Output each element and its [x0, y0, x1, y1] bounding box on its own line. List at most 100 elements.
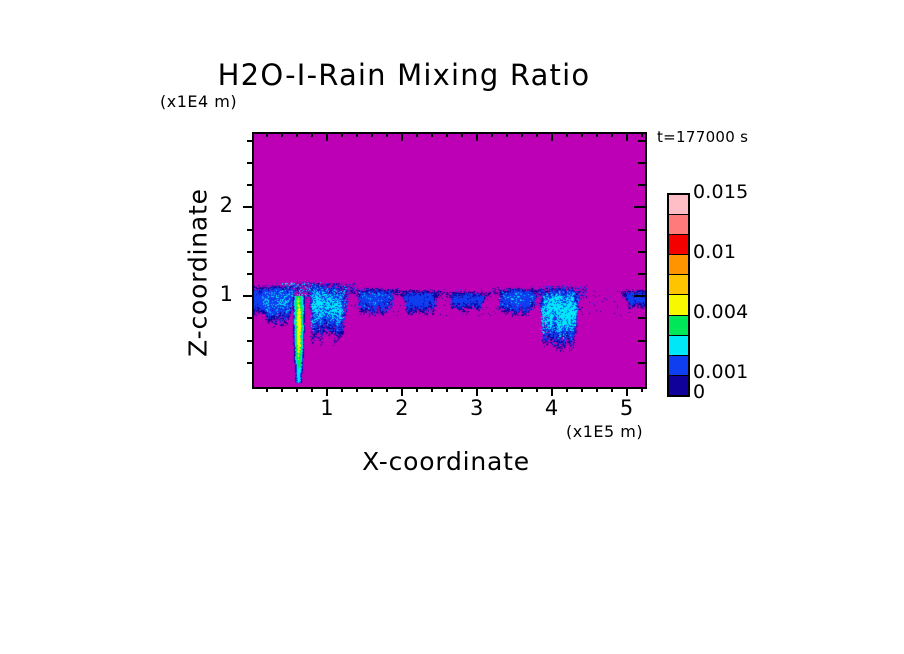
x-tick-label: 1: [320, 396, 334, 420]
x-tick-top-minor: [610, 132, 613, 137]
colorbar-label: 0: [693, 381, 706, 403]
colorbar-band-1: [669, 215, 688, 236]
x-tick-major: [400, 387, 403, 396]
y-tick-minor: [247, 162, 254, 165]
x-tick-minor: [565, 387, 568, 392]
x-tick-top-minor: [565, 132, 568, 137]
x-tick-top-minor: [535, 132, 538, 137]
x-tick-top-minor: [355, 132, 358, 137]
x-tick-top-minor: [340, 132, 343, 137]
x-tick-minor: [415, 387, 418, 392]
colorbar-band-2: [669, 235, 688, 256]
colorbar-label: 0.004: [693, 301, 749, 323]
x-tick-top-minor: [520, 132, 523, 137]
y-tick-right-major: [634, 206, 645, 209]
x-tick-top-minor: [490, 132, 493, 137]
x-tick-top-minor: [310, 132, 313, 137]
colorbar-label: 0.001: [693, 361, 749, 383]
x-tick-label: 4: [544, 396, 559, 420]
x-tick-major: [475, 387, 478, 396]
x-tick-minor: [385, 387, 388, 392]
colorbar-band-4: [669, 275, 688, 296]
x-tick-top-minor: [595, 132, 598, 137]
x-tick-minor: [490, 387, 493, 392]
x-tick-label: 3: [470, 396, 484, 420]
y-tick-minor: [247, 361, 254, 364]
y-tick-right-minor: [638, 250, 645, 253]
x-tick-minor: [580, 387, 583, 392]
x-tick-minor: [595, 387, 598, 392]
x-tick-top-minor: [580, 132, 583, 137]
colorbar-band-8: [669, 355, 688, 376]
colorbar-band-7: [669, 335, 688, 356]
y-tick-minor: [247, 339, 254, 342]
x-tick-minor: [295, 387, 298, 392]
heatmap-canvas: [254, 134, 645, 387]
x-tick-minor: [445, 387, 448, 392]
x-tick-major: [550, 387, 553, 396]
x-tick-top-minor: [640, 132, 643, 137]
y-tick-right-minor: [638, 228, 645, 231]
x-tick-minor: [370, 387, 373, 392]
x-tick-minor: [505, 387, 508, 392]
x-tick-top-major: [400, 132, 403, 141]
x-tick-minor: [460, 387, 463, 392]
x-tick-top-minor: [415, 132, 418, 137]
x-tick-top-major: [625, 132, 628, 141]
x-tick-major: [325, 387, 328, 396]
x-tick-minor: [355, 387, 358, 392]
x-tick-major: [625, 387, 628, 396]
x-axis-unit-label: (x1E5 m): [566, 422, 644, 441]
x-tick-minor: [340, 387, 343, 392]
y-tick-right-minor: [638, 139, 645, 142]
y-tick-label: 1: [219, 282, 233, 307]
x-tick-label: 5: [619, 396, 634, 420]
y-axis-unit-label: (x1E4 m): [160, 92, 238, 111]
y-tick-right-minor: [638, 273, 645, 276]
colorbar-label: 0.015: [693, 181, 749, 203]
y-tick-minor: [247, 228, 254, 231]
x-tick-top-minor: [385, 132, 388, 137]
page-title: H2O-I-Rain Mixing Ratio: [217, 58, 591, 92]
colorbar: [667, 193, 690, 397]
x-tick-label: 2: [395, 396, 409, 420]
x-tick-top-minor: [445, 132, 448, 137]
y-tick-right-minor: [638, 361, 645, 364]
y-tick-minor: [247, 184, 254, 187]
y-tick-minor: [247, 317, 254, 320]
x-tick-top-minor: [370, 132, 373, 137]
x-tick-minor: [535, 387, 538, 392]
y-tick-right-minor: [638, 184, 645, 187]
x-tick-top-minor: [505, 132, 508, 137]
x-tick-top-minor: [280, 132, 283, 137]
y-tick-major: [243, 295, 254, 298]
x-tick-minor: [640, 387, 643, 392]
x-tick-minor: [520, 387, 523, 392]
y-tick-minor: [247, 250, 254, 253]
y-axis-title: Z-coordinate: [183, 188, 213, 357]
y-tick-right-minor: [638, 339, 645, 342]
x-tick-top-minor: [265, 132, 268, 137]
colorbar-band-3: [669, 255, 688, 276]
plot-area: [252, 132, 647, 389]
x-tick-minor: [310, 387, 313, 392]
x-tick-minor: [430, 387, 433, 392]
x-tick-top-major: [550, 132, 553, 141]
y-tick-right-minor: [638, 317, 645, 320]
colorbar-band-9: [669, 375, 688, 395]
y-tick-minor: [247, 139, 254, 142]
x-tick-top-minor: [430, 132, 433, 137]
colorbar-band-0: [669, 195, 688, 216]
colorbar-label: 0.01: [693, 241, 737, 263]
colorbar-band-5: [669, 295, 688, 316]
y-tick-right-minor: [638, 162, 645, 165]
x-axis-title: X-coordinate: [362, 447, 530, 476]
x-tick-minor: [280, 387, 283, 392]
x-tick-top-major: [475, 132, 478, 141]
y-tick-label: 2: [219, 193, 233, 218]
x-tick-top-minor: [295, 132, 298, 137]
x-tick-minor: [610, 387, 613, 392]
x-tick-minor: [265, 387, 268, 392]
y-tick-major: [243, 206, 254, 209]
